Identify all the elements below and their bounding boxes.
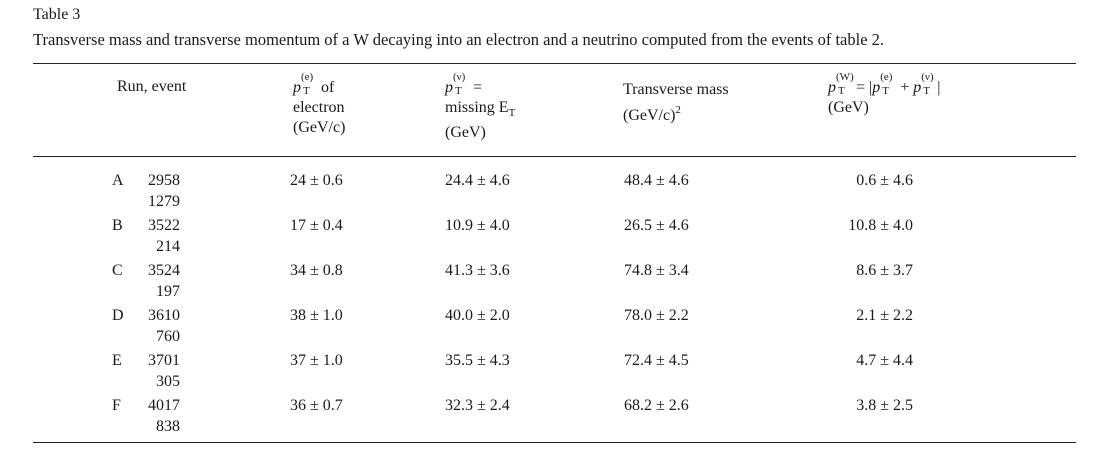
cell-pt-w: 3.8 ± 2.5 <box>856 397 913 414</box>
cell-pt-neutrino: 24.4 ± 4.6 <box>445 172 510 189</box>
cell-transverse-mass: 78.0 ± 2.2 <box>624 307 689 324</box>
bottom-rule <box>33 442 1076 443</box>
cell-run-letter: F <box>112 397 121 414</box>
cell-pt-w: 8.6 ± 3.7 <box>856 262 913 279</box>
top-rule <box>33 63 1076 64</box>
header-pnu-line2: missing E <box>445 99 509 116</box>
header-pnu-symbol: p <box>445 79 453 96</box>
cell-pt-electron: 17 ± 0.4 <box>290 217 343 234</box>
header-pe-tail: of <box>317 79 335 96</box>
cell-pt-w: 2.1 ± 2.2 <box>856 307 913 324</box>
cell-run-number: 3701 <box>148 352 180 369</box>
header-mass-line2: (GeV/c) <box>623 107 676 124</box>
cell-event-number: 1279 <box>148 193 180 210</box>
header-pt-w: p (W) T = |p (e) T + p (ν) T | (GeV) <box>828 71 941 118</box>
header-pe-line3: (GeV/c) <box>293 119 346 136</box>
cell-event-number: 197 <box>156 283 180 300</box>
header-pt-electron: p (e) T of electron (GeV/c) <box>293 71 346 138</box>
cell-run-number: 4017 <box>148 397 180 414</box>
header-rule <box>33 156 1076 157</box>
header-pnu-tail: = <box>469 79 483 96</box>
cell-event-number: 838 <box>156 418 180 435</box>
cell-pt-electron: 38 ± 1.0 <box>290 307 343 324</box>
table-label: Table 3 <box>33 6 81 23</box>
header-transverse-mass: Transverse mass (GeV/c)2 <box>623 80 729 126</box>
header-pnu-sub: T <box>455 85 462 97</box>
cell-pt-electron: 24 ± 0.6 <box>290 172 343 189</box>
header-run-label: Run, event <box>117 78 187 95</box>
cell-run-letter: B <box>112 217 123 234</box>
cell-transverse-mass: 74.8 ± 3.4 <box>624 262 689 279</box>
header-pnu-line3: (GeV) <box>445 124 486 141</box>
header-pe-line2: electron <box>293 99 345 116</box>
cell-transverse-mass: 48.4 ± 4.6 <box>624 172 689 189</box>
cell-run-letter: A <box>112 172 124 189</box>
cell-pt-w: 4.7 ± 4.4 <box>856 352 913 369</box>
cell-run-number: 3524 <box>148 262 180 279</box>
cell-run-letter: E <box>112 352 122 369</box>
cell-pt-electron: 36 ± 0.7 <box>290 397 343 414</box>
cell-pt-w: 10.8 ± 4.0 <box>848 217 913 234</box>
cell-run-number: 3610 <box>148 307 180 324</box>
header-pt-neutrino: p (ν) T = missing ET (GeV) <box>445 71 516 143</box>
cell-run-number: 2958 <box>148 172 180 189</box>
cell-event-number: 305 <box>156 373 180 390</box>
cell-pt-electron: 37 ± 1.0 <box>290 352 343 369</box>
cell-pt-electron: 34 ± 0.8 <box>290 262 343 279</box>
cell-pt-w: 0.6 ± 4.6 <box>856 172 913 189</box>
header-pw-line2: (GeV) <box>828 99 869 116</box>
header-pnu-line2-sub: T <box>508 107 516 119</box>
cell-pt-neutrino: 40.0 ± 2.0 <box>445 307 510 324</box>
cell-transverse-mass: 68.2 ± 2.6 <box>624 397 689 414</box>
cell-pt-neutrino: 41.3 ± 3.6 <box>445 262 510 279</box>
header-mass-line1: Transverse mass <box>623 81 729 98</box>
header-pe-symbol: p <box>293 79 301 96</box>
header-run: Run, event <box>117 77 186 97</box>
cell-pt-neutrino: 35.5 ± 4.3 <box>445 352 510 369</box>
cell-run-number: 3522 <box>148 217 180 234</box>
cell-transverse-mass: 72.4 ± 4.5 <box>624 352 689 369</box>
cell-run-letter: D <box>112 307 124 324</box>
cell-pt-neutrino: 32.3 ± 2.4 <box>445 397 510 414</box>
cell-event-number: 760 <box>156 328 180 345</box>
cell-run-letter: C <box>112 262 123 279</box>
cell-pt-neutrino: 10.9 ± 4.0 <box>445 217 510 234</box>
cell-transverse-mass: 26.5 ± 4.6 <box>624 217 689 234</box>
header-pnu-sup: (ν) <box>453 71 466 83</box>
header-mass-line2-sup: 2 <box>675 104 681 116</box>
table-caption: Transverse mass and transverse momentum … <box>33 30 885 49</box>
header-pe-sup: (e) <box>301 71 314 83</box>
header-pw-formula: p (W) T = |p (e) T + p (ν) T | <box>828 71 941 97</box>
cell-event-number: 214 <box>156 238 180 255</box>
header-pe-sub: T <box>303 85 310 97</box>
